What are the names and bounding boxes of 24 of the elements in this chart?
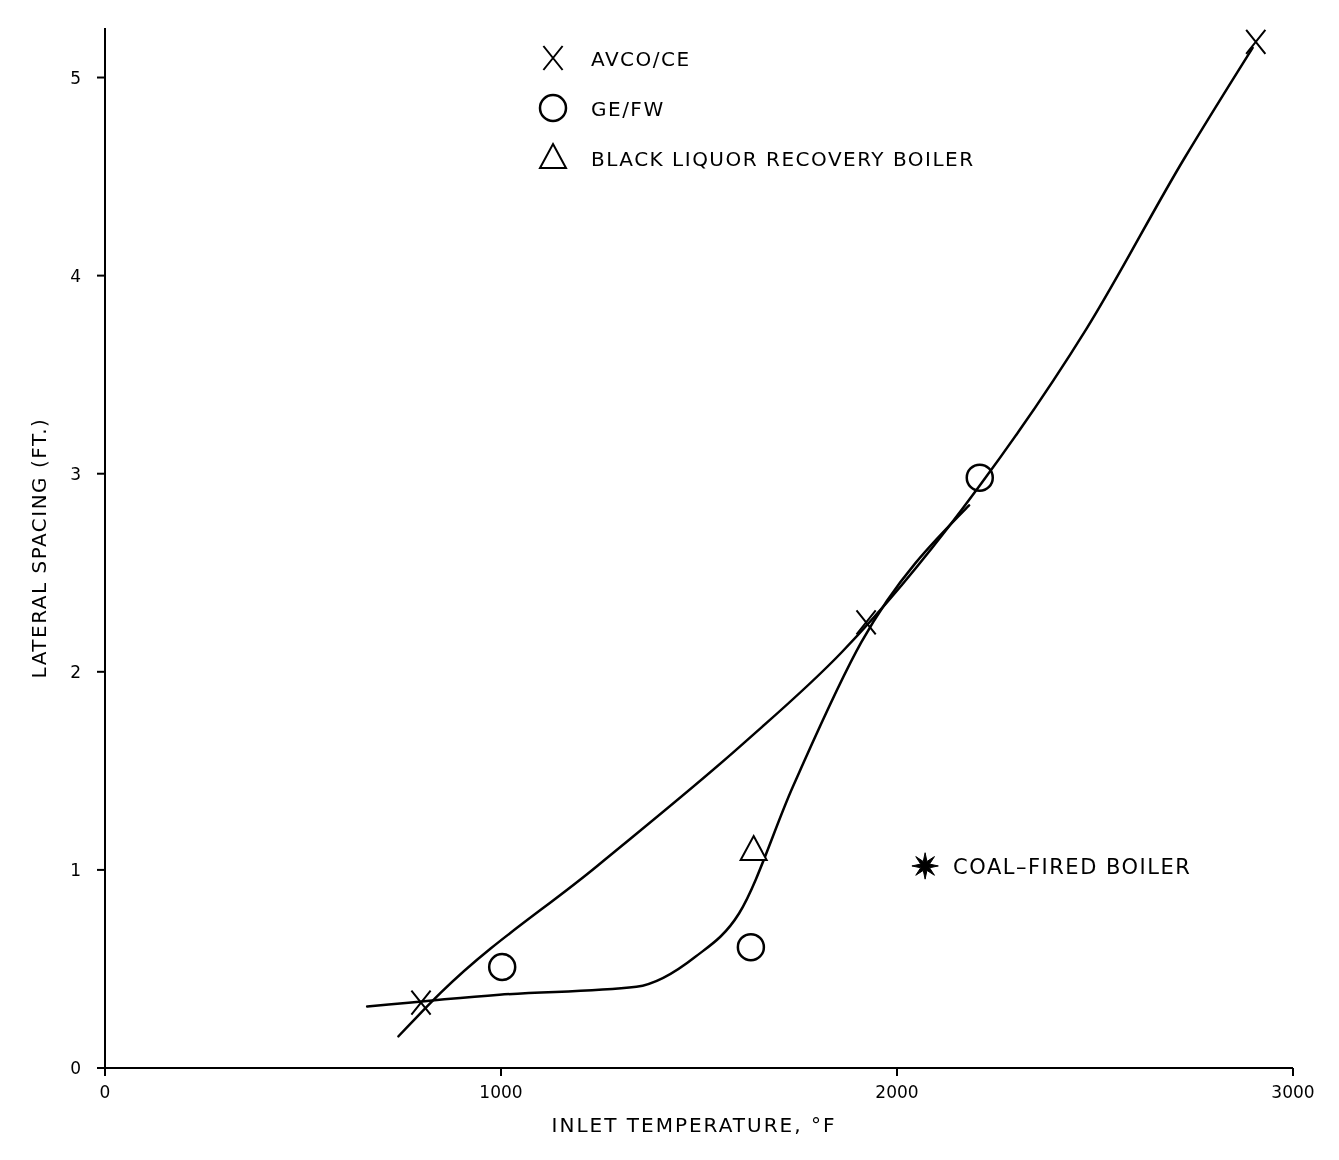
point (410, 989, 432, 1016)
point (487, 952, 517, 982)
legend-label: BLACK LIQUOR RECOVERY BOILER (591, 147, 975, 171)
x-tick-label: 1000 (479, 1082, 523, 1102)
legend-label: GE/FW (591, 97, 665, 121)
y-tick-label: 2 (70, 661, 81, 682)
point (855, 609, 877, 636)
x-tick-label: 0 (99, 1082, 111, 1102)
point (1245, 28, 1267, 55)
annotation: COAL–FIRED BOILER (953, 854, 1192, 879)
point (911, 852, 939, 880)
y-tick-label: 0 (70, 1058, 81, 1078)
x-axis-title: INLET TEMPERATURE, °F (551, 1113, 837, 1137)
y-tick-label: 1 (70, 859, 81, 880)
y-axis-title: LATERAL SPACING (FT.) (27, 417, 51, 679)
point (736, 932, 766, 962)
point (739, 835, 768, 862)
y-tick-label: 5 (70, 67, 81, 88)
point (965, 463, 995, 492)
x-tick-label: 3000 (1271, 1082, 1315, 1102)
legend-label: AVCO/CE (591, 47, 691, 71)
y-tick-label: 4 (70, 265, 81, 286)
y-tick-label: 3 (70, 463, 81, 484)
x-tick-label: 2000 (875, 1082, 919, 1102)
